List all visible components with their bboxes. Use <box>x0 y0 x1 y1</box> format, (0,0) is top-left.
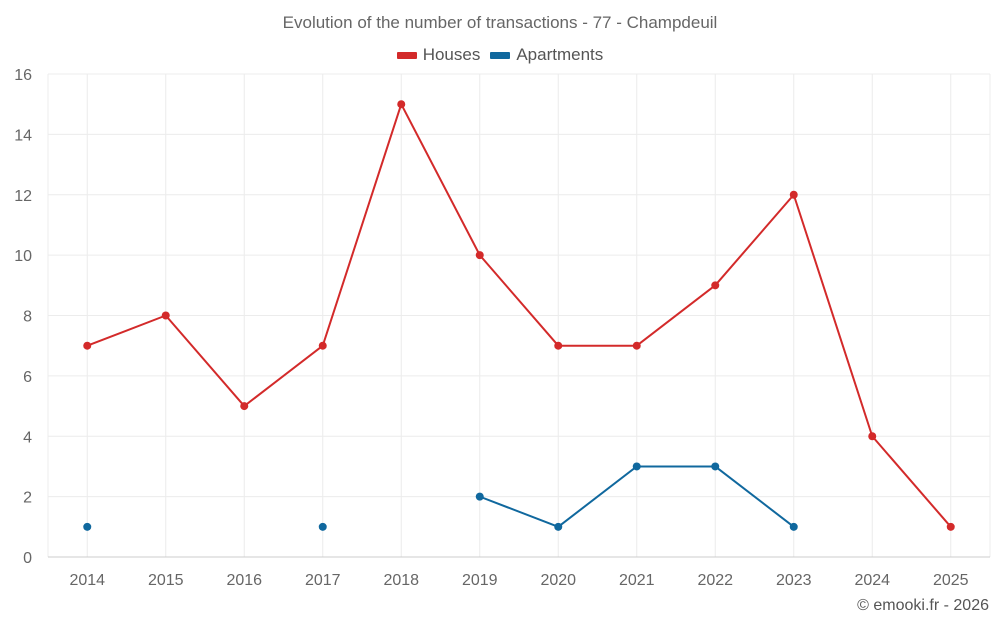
data-point-houses-2019 <box>475 251 484 260</box>
data-point-houses-2016 <box>240 402 249 411</box>
y-tick-label-8: 8 <box>23 309 32 326</box>
data-point-apartments-2021 <box>632 462 641 471</box>
data-point-apartments-2014 <box>83 522 92 531</box>
data-point-houses-2015 <box>161 311 170 320</box>
x-tick-label-2023: 2023 <box>776 572 812 589</box>
data-point-houses-2014 <box>83 341 92 350</box>
data-point-houses-2025 <box>946 522 955 531</box>
chart-title: Evolution of the number of transactions … <box>282 13 718 32</box>
legend-swatch-apartments <box>490 51 511 59</box>
x-tick-label-2019: 2019 <box>462 572 498 589</box>
data-point-apartments-2023 <box>789 522 798 531</box>
y-tick-label-6: 6 <box>23 369 32 386</box>
y-tick-label-10: 10 <box>14 248 32 265</box>
x-tick-label-2025: 2025 <box>933 572 969 589</box>
legend-label-houses: Houses <box>422 45 481 64</box>
x-tick-label-2014: 2014 <box>69 572 105 589</box>
chart-legend: Houses Apartments <box>0 45 1000 65</box>
y-tick-label-12: 12 <box>14 188 32 205</box>
data-point-houses-2022 <box>711 281 720 290</box>
data-point-houses-2017 <box>318 341 327 350</box>
data-point-apartments-2020 <box>554 522 563 531</box>
y-tick-label-4: 4 <box>23 429 32 446</box>
legend-label-apartments: Apartments <box>516 45 604 64</box>
legend-item-houses[interactable]: Houses <box>396 45 481 65</box>
data-point-houses-2018 <box>397 100 406 109</box>
data-point-houses-2020 <box>554 341 563 350</box>
x-tick-label-2017: 2017 <box>305 572 341 589</box>
y-tick-label-2: 2 <box>23 490 32 507</box>
y-tick-label-14: 14 <box>14 127 32 144</box>
x-tick-label-2018: 2018 <box>383 572 419 589</box>
x-tick-label-2016: 2016 <box>226 572 262 589</box>
x-tick-label-2022: 2022 <box>697 572 733 589</box>
x-tick-label-2020: 2020 <box>540 572 576 589</box>
y-tick-label-0: 0 <box>23 550 32 567</box>
y-tick-label-16: 16 <box>14 67 32 84</box>
series-line-houses-0 <box>86 103 952 528</box>
data-point-houses-2023 <box>789 190 798 199</box>
legend-swatch-houses <box>396 51 417 59</box>
x-tick-label-2024: 2024 <box>854 572 890 589</box>
copyright-footer: © emooki.fr - 2026 <box>857 597 989 614</box>
data-point-houses-2024 <box>868 432 877 441</box>
legend-item-apartments[interactable]: Apartments <box>490 45 603 65</box>
data-point-apartments-2017 <box>318 522 327 531</box>
x-tick-label-2015: 2015 <box>148 572 184 589</box>
x-tick-label-2021: 2021 <box>619 572 655 589</box>
data-point-houses-2021 <box>632 341 641 350</box>
data-point-apartments-2019 <box>475 492 484 501</box>
data-point-apartments-2022 <box>711 462 720 471</box>
